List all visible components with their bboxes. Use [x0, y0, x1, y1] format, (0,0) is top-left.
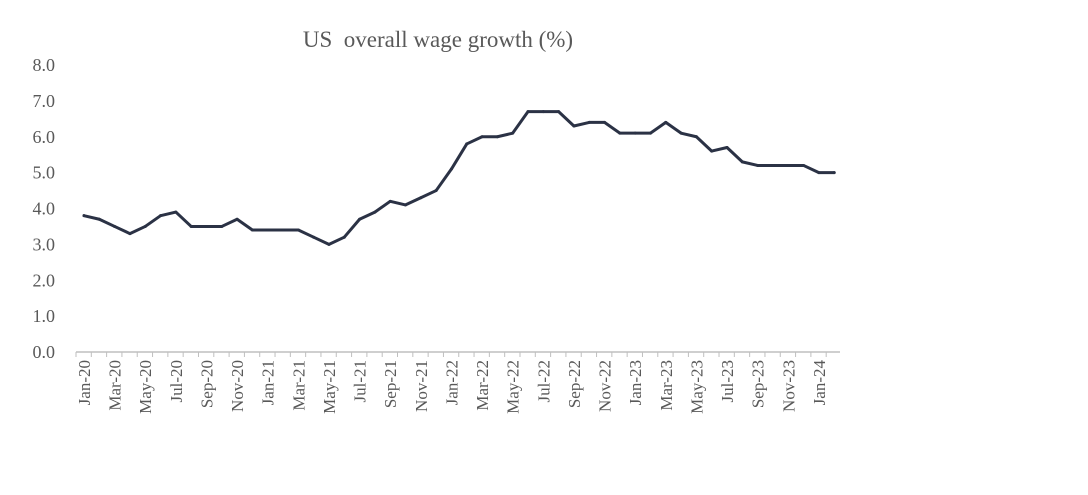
- data-point: [557, 110, 561, 114]
- x-axis: [75, 351, 840, 357]
- x-tick-label: May-22: [504, 360, 523, 414]
- x-tick-label: Jan-22: [442, 360, 461, 405]
- x-tick-label: Jul-22: [534, 360, 553, 403]
- data-point: [174, 210, 178, 214]
- data-point: [541, 110, 545, 114]
- data-point: [220, 224, 224, 228]
- series-group: [82, 110, 836, 246]
- data-point: [587, 120, 591, 124]
- data-point: [388, 199, 392, 203]
- data-point: [250, 228, 254, 232]
- data-point: [82, 214, 86, 218]
- data-point: [756, 163, 760, 167]
- y-tick-label: 1.0: [33, 306, 56, 326]
- x-tick-label: Jan-24: [810, 360, 829, 406]
- y-tick-label: 2.0: [33, 270, 56, 290]
- data-point: [128, 232, 132, 236]
- data-point: [373, 210, 377, 214]
- data-point: [434, 189, 438, 193]
- chart-title: US overall wage growth (%): [302, 27, 574, 52]
- data-point: [404, 203, 408, 207]
- y-tick-label: 6.0: [33, 127, 56, 147]
- data-point: [817, 171, 821, 175]
- data-point: [281, 228, 285, 232]
- data-point: [189, 224, 193, 228]
- data-point: [802, 163, 806, 167]
- x-tick-label: Nov-20: [228, 360, 247, 412]
- y-tick-label: 8.0: [33, 55, 56, 75]
- data-point: [449, 167, 453, 171]
- data-point: [312, 235, 316, 239]
- data-point: [618, 131, 622, 135]
- data-point: [480, 135, 484, 139]
- data-point: [113, 224, 117, 228]
- data-point: [342, 235, 346, 239]
- x-tick-label: Sep-20: [197, 360, 216, 408]
- data-point: [266, 228, 270, 232]
- data-point: [465, 142, 469, 146]
- x-tick-label: Mar-21: [289, 360, 308, 411]
- data-point: [694, 135, 698, 139]
- x-tick-label: Jul-21: [351, 360, 370, 403]
- data-point: [832, 171, 836, 175]
- data-point: [786, 163, 790, 167]
- data-point: [771, 163, 775, 167]
- y-tick-label: 0.0: [33, 342, 56, 362]
- data-point: [143, 224, 147, 228]
- x-tick-label: Nov-22: [596, 360, 615, 412]
- data-point: [710, 149, 714, 153]
- x-tick-label: Mar-20: [106, 360, 125, 411]
- x-tick-label: Mar-23: [657, 360, 676, 411]
- x-tick-label: Jul-20: [167, 360, 186, 403]
- data-point: [679, 131, 683, 135]
- data-point: [296, 228, 300, 232]
- x-tick-label: Jan-20: [75, 360, 94, 405]
- y-tick-label: 4.0: [33, 199, 56, 219]
- data-point: [526, 110, 530, 114]
- y-tick-label: 3.0: [33, 234, 56, 254]
- data-point: [572, 124, 576, 128]
- x-tick-label: Sep-21: [381, 360, 400, 408]
- data-point: [648, 131, 652, 135]
- data-point: [664, 120, 668, 124]
- x-tick-label: May-21: [320, 360, 339, 414]
- data-point: [204, 224, 208, 228]
- data-point: [97, 217, 101, 221]
- data-point: [603, 120, 607, 124]
- data-point: [159, 214, 163, 218]
- data-point: [495, 135, 499, 139]
- x-tick-label: May-23: [687, 360, 706, 414]
- x-tick-label: Nov-23: [779, 360, 798, 412]
- x-tick-label: Jan-23: [626, 360, 645, 405]
- data-point: [633, 131, 637, 135]
- x-tick-label: Nov-21: [412, 360, 431, 412]
- x-tick-label: Jul-23: [718, 360, 737, 403]
- x-tick-label: Jan-21: [259, 360, 278, 405]
- x-tick-labels: Jan-20 Mar-20 May-20 Jul-20 Sep-20 Nov-20 Jan-…: [75, 360, 829, 414]
- data-point: [725, 146, 729, 150]
- y-axis: 0.0 1.0 2.0 3.0 4.0 5.0 6.0 7.0 8.0: [33, 55, 56, 362]
- y-tick-label: 5.0: [33, 163, 56, 183]
- x-tick-label: Sep-22: [565, 360, 584, 408]
- series-line: [82, 110, 836, 246]
- data-point: [327, 242, 331, 246]
- data-point: [419, 196, 423, 200]
- y-tick-label: 7.0: [33, 91, 56, 111]
- data-point: [511, 131, 515, 135]
- x-tick-label: Sep-23: [749, 360, 768, 408]
- data-point: [235, 217, 239, 221]
- data-point: [740, 160, 744, 164]
- x-tick-label: May-20: [136, 360, 155, 414]
- x-tick-label: Mar-22: [473, 360, 492, 411]
- data-point: [358, 217, 362, 221]
